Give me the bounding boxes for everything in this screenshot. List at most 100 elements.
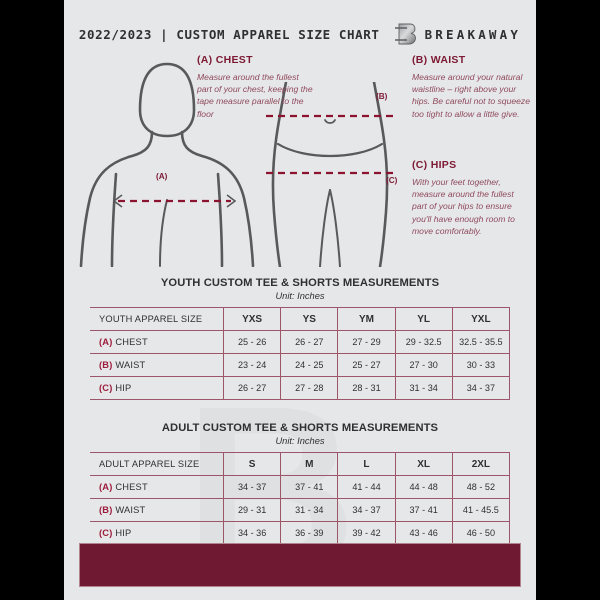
youth-size-header-0: YXS bbox=[222, 307, 282, 331]
page-header: 2022/2023 | CUSTOM APPAREL SIZE CHART B bbox=[64, 0, 536, 46]
adult-header-label: ADULT APPAREL SIZE bbox=[90, 452, 224, 476]
youth-hip-yxs: 26 - 27 bbox=[222, 376, 282, 400]
youth-hip-ym: 28 - 31 bbox=[337, 376, 396, 400]
front-torso-figure-icon bbox=[79, 62, 255, 267]
hips-marker-label: (C) bbox=[386, 176, 398, 185]
row-label: CHEST bbox=[115, 337, 148, 347]
note-waist-body: Measure around your natural waistline – … bbox=[412, 72, 531, 119]
row-tag: (C) bbox=[99, 528, 113, 538]
brand-name: BREAKAWAY bbox=[424, 26, 522, 42]
youth-chest-ys: 26 - 27 bbox=[280, 330, 339, 354]
adult-hip-xl: 43 - 46 bbox=[394, 521, 453, 545]
row-tag: (B) bbox=[99, 360, 113, 370]
row-label: HIP bbox=[115, 528, 132, 538]
youth-waist-yxl: 30 - 33 bbox=[451, 353, 511, 377]
adult-size-header-2: L bbox=[337, 452, 396, 476]
note-chest: (A) CHEST Measure around the fullest par… bbox=[197, 54, 315, 120]
youth-table-title: YOUTH CUSTOM TEE & SHORTS MEASUREMENTS bbox=[160, 277, 440, 289]
adult-hip-l: 39 - 42 bbox=[337, 521, 396, 545]
note-waist: (B) WAIST Measure around your natural wa… bbox=[412, 54, 530, 120]
table-row: (B) WAIST 23 - 24 24 - 25 25 - 27 27 - 3… bbox=[90, 353, 511, 377]
youth-hip-yxl: 34 - 37 bbox=[451, 376, 511, 400]
size-chart-page: B 2022/2023 | CUSTOM APPAREL SIZE CHART bbox=[64, 0, 536, 600]
row-tag: (A) bbox=[99, 482, 113, 492]
note-chest-body: Measure around the fullest part of your … bbox=[197, 72, 313, 119]
brand-logo: BREAKAWAY bbox=[394, 21, 522, 47]
row-label: WAIST bbox=[115, 505, 146, 515]
adult-hip-s: 34 - 36 bbox=[222, 521, 282, 545]
youth-row-label-waist: (B) WAIST bbox=[90, 353, 224, 377]
row-label: HIP bbox=[115, 383, 132, 393]
adult-row-label-chest: (A) CHEST bbox=[90, 475, 224, 499]
youth-size-header-1: YS bbox=[280, 307, 339, 331]
youth-waist-yl: 27 - 30 bbox=[394, 353, 453, 377]
youth-waist-ym: 25 - 27 bbox=[337, 353, 396, 377]
table-row: (B) WAIST 29 - 31 31 - 34 34 - 37 37 - 4… bbox=[90, 498, 511, 522]
row-label: CHEST bbox=[115, 482, 148, 492]
adult-size-table: ADULT APPAREL SIZE S M L XL 2XL (A) CHES… bbox=[90, 452, 511, 545]
adult-chest-2xl: 48 - 52 bbox=[451, 475, 511, 499]
youth-row-label-chest: (A) CHEST bbox=[90, 330, 224, 354]
measurement-diagram: (A) (B) bbox=[64, 52, 536, 267]
youth-header-label: YOUTH APPAREL SIZE bbox=[90, 307, 224, 331]
adult-row-label-hip: (C) HIP bbox=[90, 521, 224, 545]
footer-accent-bar bbox=[79, 543, 521, 587]
youth-chest-yl: 29 - 32.5 bbox=[394, 330, 453, 354]
adult-size-header-4: 2XL bbox=[451, 452, 511, 476]
youth-size-header-2: YM bbox=[337, 307, 396, 331]
adult-size-header-0: S bbox=[222, 452, 282, 476]
youth-row-label-hip: (C) HIP bbox=[90, 376, 224, 400]
youth-chest-ym: 27 - 29 bbox=[337, 330, 396, 354]
adult-chest-l: 41 - 44 bbox=[337, 475, 396, 499]
youth-size-table-block: YOUTH CUSTOM TEE & SHORTS MEASUREMENTS U… bbox=[90, 277, 511, 400]
row-tag: (A) bbox=[99, 337, 113, 347]
adult-hip-m: 36 - 39 bbox=[280, 521, 339, 545]
lower-body-figure-icon bbox=[271, 82, 389, 267]
chest-marker-label: (A) bbox=[156, 172, 168, 181]
adult-chest-xl: 44 - 48 bbox=[394, 475, 453, 499]
note-hips-title: (C) HIPS bbox=[412, 159, 457, 171]
page-title: 2022/2023 | CUSTOM APPAREL SIZE CHART bbox=[78, 26, 380, 42]
youth-size-table: YOUTH APPAREL SIZE YXS YS YM YL YXL (A) … bbox=[90, 307, 511, 400]
adult-waist-l: 34 - 37 bbox=[337, 498, 396, 522]
table-header-row: ADULT APPAREL SIZE S M L XL 2XL bbox=[90, 452, 511, 476]
table-row: (A) CHEST 34 - 37 37 - 41 41 - 44 44 - 4… bbox=[90, 475, 511, 499]
note-hips: (C) HIPS With your feet together, measur… bbox=[412, 159, 530, 237]
waist-measure-line-icon bbox=[266, 114, 397, 118]
adult-waist-m: 31 - 34 bbox=[280, 498, 339, 522]
waist-marker-label: (B) bbox=[376, 92, 388, 101]
row-label: WAIST bbox=[115, 360, 146, 370]
adult-hip-2xl: 46 - 50 bbox=[451, 521, 511, 545]
chest-measure-line-icon bbox=[112, 194, 237, 208]
note-hips-body: With your feet together, measure around … bbox=[412, 177, 515, 236]
youth-waist-yxs: 23 - 24 bbox=[222, 353, 282, 377]
youth-hip-yl: 31 - 34 bbox=[394, 376, 453, 400]
adult-size-header-1: M bbox=[280, 452, 339, 476]
note-waist-title: (B) WAIST bbox=[412, 54, 466, 66]
youth-hip-ys: 27 - 28 bbox=[280, 376, 339, 400]
table-row: (A) CHEST 25 - 26 26 - 27 27 - 29 29 - 3… bbox=[90, 330, 511, 354]
row-tag: (C) bbox=[99, 383, 113, 393]
youth-chest-yxs: 25 - 26 bbox=[222, 330, 282, 354]
adult-chest-s: 34 - 37 bbox=[222, 475, 282, 499]
adult-table-title: ADULT CUSTOM TEE & SHORTS MEASUREMENTS bbox=[161, 422, 439, 434]
adult-waist-2xl: 41 - 45.5 bbox=[451, 498, 511, 522]
adult-row-label-waist: (B) WAIST bbox=[90, 498, 224, 522]
adult-size-table-block: ADULT CUSTOM TEE & SHORTS MEASUREMENTS U… bbox=[90, 422, 511, 545]
youth-size-header-3: YL bbox=[394, 307, 453, 331]
youth-waist-ys: 24 - 25 bbox=[280, 353, 339, 377]
adult-size-header-3: XL bbox=[394, 452, 453, 476]
row-tag: (B) bbox=[99, 505, 113, 515]
breakaway-b-logo-icon bbox=[394, 23, 416, 45]
adult-waist-s: 29 - 31 bbox=[222, 498, 282, 522]
adult-table-unit: Unit: Inches bbox=[275, 436, 325, 446]
youth-table-unit: Unit: Inches bbox=[275, 291, 325, 301]
adult-waist-xl: 37 - 41 bbox=[394, 498, 453, 522]
hips-measure-line-icon bbox=[266, 171, 397, 175]
adult-chest-m: 37 - 41 bbox=[280, 475, 339, 499]
table-row: (C) HIP 26 - 27 27 - 28 28 - 31 31 - 34 … bbox=[90, 376, 511, 400]
youth-chest-yxl: 32.5 - 35.5 bbox=[451, 330, 511, 354]
table-row: (C) HIP 34 - 36 36 - 39 39 - 42 43 - 46 … bbox=[90, 521, 511, 545]
table-header-row: YOUTH APPAREL SIZE YXS YS YM YL YXL bbox=[90, 307, 511, 331]
youth-size-header-4: YXL bbox=[451, 307, 511, 331]
